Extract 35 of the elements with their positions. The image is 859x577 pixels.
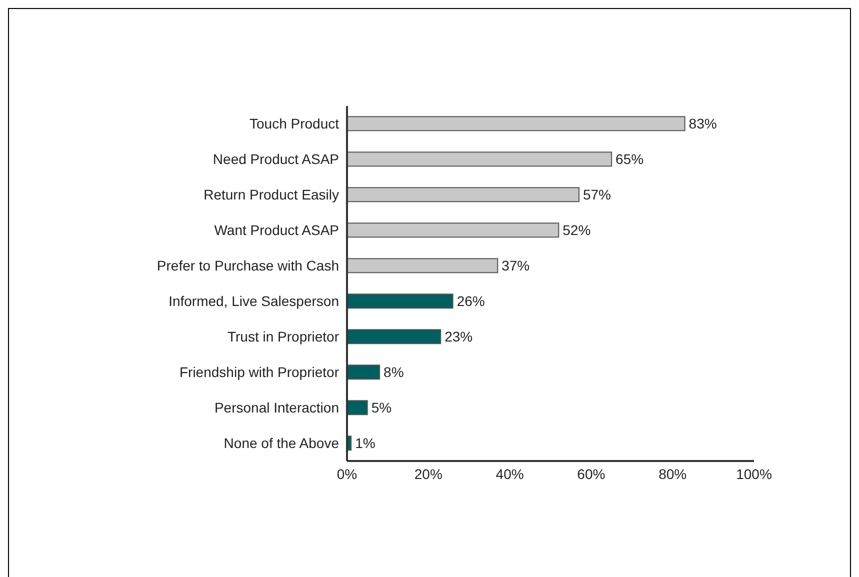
data-label: 37%	[502, 258, 530, 274]
data-label: 57%	[582, 186, 612, 203]
data-label: 5%	[371, 400, 392, 416]
bar	[347, 222, 560, 238]
bar	[347, 152, 612, 167]
x-tick-label: 0%	[336, 466, 358, 482]
x-tick-label: 60%	[577, 466, 606, 482]
data-label: 65%	[616, 151, 644, 168]
bar	[347, 258, 498, 274]
y-tick-label: Want Product ASAP	[214, 222, 339, 238]
y-tick-label: None of the Above	[224, 435, 340, 452]
bar	[347, 116, 686, 132]
data-label: 52%	[562, 222, 591, 238]
y-tick-label: Informed, Live Salesperson	[168, 293, 339, 310]
x-tick-label: 80%	[658, 466, 687, 482]
x-tick-label: 20%	[414, 466, 442, 482]
y-tick-label: Trust in Proprietor	[227, 328, 340, 345]
y-tick-label: Return Product Easily	[204, 186, 339, 203]
y-tick-label: Need Product ASAP	[212, 151, 339, 168]
bar	[347, 400, 368, 416]
data-label: 8%	[384, 364, 404, 380]
y-tick-label: Touch Product	[250, 116, 340, 132]
data-label: 83%	[688, 116, 717, 132]
data-label: 1%	[355, 435, 376, 452]
data-label: 26%	[456, 293, 485, 310]
bar	[347, 329, 442, 344]
x-tick-label: 100%	[736, 466, 772, 482]
data-label: 23%	[444, 328, 473, 345]
y-tick-label: Friendship with Proprietor	[179, 364, 340, 380]
bar	[347, 364, 380, 380]
bar	[347, 294, 454, 309]
y-tick-label: Prefer to Purchase with Cash	[156, 258, 339, 274]
y-tick-label: Personal Interaction	[214, 400, 339, 416]
x-tick-label: 40%	[496, 466, 524, 482]
bar	[347, 187, 580, 202]
